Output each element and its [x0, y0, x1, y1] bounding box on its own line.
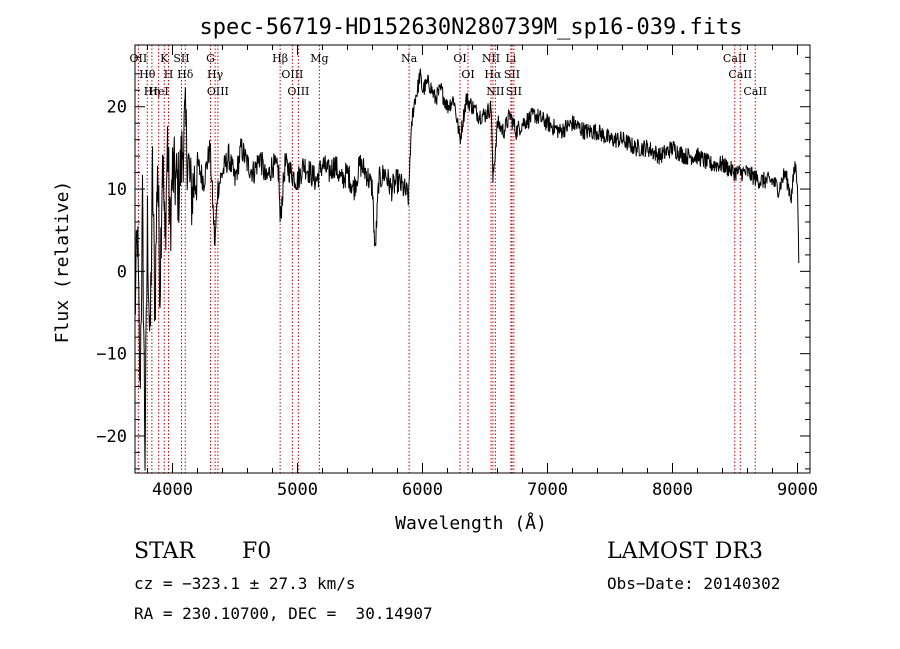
- line-marker-label: H: [164, 68, 174, 81]
- line-marker-label: OIII: [287, 85, 309, 98]
- line-marker-label: OIII: [281, 68, 303, 81]
- line-marker-label: OIII: [207, 85, 229, 98]
- x-tick-label: 5000: [277, 480, 318, 500]
- y-tick-label: 20: [107, 98, 127, 118]
- line-marker-label: Na: [401, 52, 418, 65]
- line-marker-label: Hα: [484, 68, 502, 81]
- flux-series-line: [134, 68, 800, 471]
- line-marker-label: SII: [504, 68, 520, 81]
- y-tick-label: −10: [96, 345, 127, 365]
- line-marker-label: CaII: [743, 85, 767, 98]
- line-marker-label: Hδ: [177, 68, 194, 81]
- chart-title: spec-56719-HD152630N280739M_sp16-039.fit…: [199, 15, 742, 40]
- line-marker-label: NII: [482, 52, 500, 65]
- subclass: F0: [242, 539, 272, 564]
- line-marker-label: Mg: [310, 52, 328, 65]
- line-marker-label: Hβ: [272, 52, 288, 65]
- line-marker-label: SII: [173, 52, 189, 65]
- object-class: STAR: [134, 539, 195, 564]
- line-marker-label: HeI: [148, 85, 168, 98]
- coordinates: RA = 230.10700, DEC = 30.14907: [134, 604, 433, 623]
- obs-date: Obs−Date: 20140302: [607, 574, 781, 593]
- survey-name: LAMOST DR3: [607, 539, 763, 564]
- line-marker-label: OI: [461, 68, 474, 81]
- x-tick-label: 9000: [777, 480, 818, 500]
- x-axis-label: Wavelength (Å): [395, 512, 547, 534]
- line-marker-label: K: [160, 52, 169, 65]
- line-marker-label: CaII: [728, 68, 752, 81]
- line-marker-label: NII: [486, 85, 504, 98]
- y-tick-label: 10: [107, 180, 127, 200]
- line-marker-label: Hη: [144, 85, 160, 98]
- line-marker-label: CaII: [723, 52, 747, 65]
- line-marker-label: Li: [505, 52, 516, 65]
- redshift-cz: cz = −323.1 ± 27.3 km/s: [134, 574, 356, 593]
- x-tick-label: 8000: [652, 480, 693, 500]
- line-marker-label: Hθ: [139, 68, 156, 81]
- y-tick-label: 0: [117, 262, 127, 282]
- y-tick-label: −20: [96, 427, 127, 447]
- line-marker-label: OII: [130, 52, 148, 65]
- y-axis-label: Flux (relative): [52, 181, 73, 344]
- x-tick-label: 6000: [402, 480, 443, 500]
- axes: 4000 5000 6000 7000 8000 9000 −20 −10 0 10 20: [96, 45, 818, 500]
- line-marker-label: OI: [453, 52, 466, 65]
- line-marker-label: G: [206, 52, 215, 65]
- x-tick-label: 7000: [527, 480, 568, 500]
- line-marker-label: SII: [506, 85, 522, 98]
- line-marker-label: Hγ: [207, 68, 224, 81]
- series-layer: [134, 68, 800, 471]
- x-tick-label: 4000: [152, 480, 193, 500]
